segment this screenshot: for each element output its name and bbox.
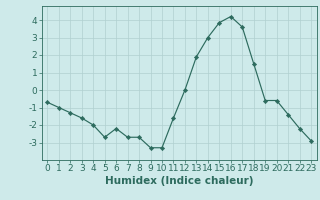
X-axis label: Humidex (Indice chaleur): Humidex (Indice chaleur) (105, 176, 253, 186)
